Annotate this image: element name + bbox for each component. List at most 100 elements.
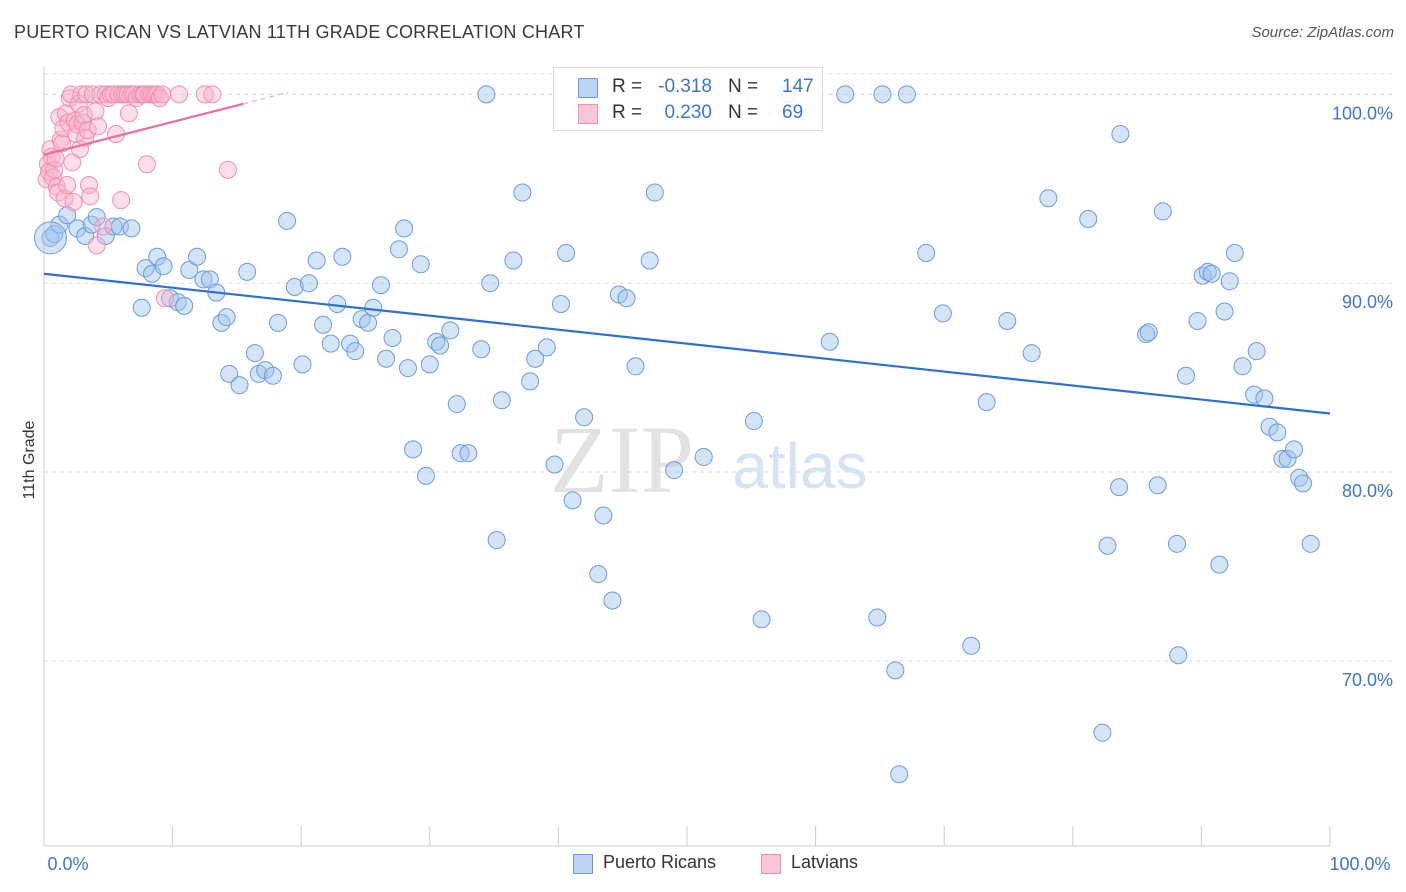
point-latvians [55,189,74,208]
point-puerto-ricans [594,506,613,525]
point-puerto-ricans [307,251,326,270]
watermark: ZIP atlas [550,406,868,513]
point-puerto-ricans [1188,311,1207,330]
point-latvians [135,85,154,104]
point-puerto-ricans [868,608,887,627]
point-latvians [67,124,86,143]
point-puerto-ricans [890,765,909,784]
point-puerto-ricans [1139,323,1158,342]
point-latvians [86,102,105,121]
point-puerto-ricans [526,349,545,368]
point-puerto-ricans [998,311,1017,330]
point-puerto-ricans [521,372,540,391]
point-puerto-ricans [217,308,236,327]
point-puerto-ricans [472,340,491,359]
point-puerto-ricans [477,85,496,104]
point-puerto-ricans [1215,302,1234,321]
point-latvians [119,104,138,123]
point-puerto-ricans [395,219,414,238]
point-puerto-ricans [1293,474,1312,493]
point-puerto-ricans [481,274,500,293]
point-puerto-ricans [238,262,257,281]
point-latvians [87,236,106,255]
point-puerto-ricans-large [33,221,67,255]
trend-line-puerto-ricans [43,272,1331,415]
point-puerto-ricans [977,393,996,412]
point-puerto-ricans [1245,385,1264,404]
point-puerto-ricans [87,208,106,227]
point-puerto-ricans [1176,366,1195,385]
point-puerto-ricans [333,247,352,266]
point-puerto-ricans [1111,124,1130,143]
point-puerto-ricans [278,211,297,230]
point-latvians [89,117,108,136]
point-latvians [112,191,131,210]
point-puerto-ricans [537,338,556,357]
point-puerto-ricans [1093,723,1112,742]
point-puerto-ricans [411,255,430,274]
point-puerto-ricans [148,247,167,266]
legend-n-value: 147 [782,76,814,97]
point-latvians [218,160,237,179]
point-puerto-ricans [459,444,478,463]
point-puerto-ricans [1278,449,1297,468]
point-puerto-ricans [563,491,582,510]
point-puerto-ricans [752,610,771,629]
point-puerto-ricans [589,565,608,584]
point-puerto-ricans [1169,646,1188,665]
point-puerto-ricans [1098,536,1117,555]
axes [43,66,1331,847]
point-latvians [81,187,100,206]
point-puerto-ricans [404,440,423,459]
point-puerto-ricans [132,298,151,317]
legend-swatch-puerto-ricans [578,78,598,98]
point-puerto-ricans [364,298,383,317]
point-puerto-ricans [299,274,318,293]
point-puerto-ricans [230,376,249,395]
point-puerto-ricans [1148,476,1167,495]
point-puerto-ricans [551,294,570,313]
bottom-legend-label-latvians: Latvians [791,852,859,872]
point-puerto-ricans [1233,357,1252,376]
legend-n-value: 69 [782,102,804,123]
point-puerto-ricans [383,328,402,347]
point-puerto-ricans [917,243,936,262]
point-puerto-ricans [933,304,952,323]
point-puerto-ricans [245,344,264,363]
point-puerto-ricans [694,447,713,466]
point-latvians [62,85,81,104]
point-puerto-ricans [451,444,470,463]
point-puerto-ricans [575,408,594,427]
point-puerto-ricans [200,270,219,289]
point-puerto-ricans [626,357,645,376]
bottom-legend-swatch-latvians [761,854,781,874]
bottom-legend-label-puerto-ricans: Puerto Ricans [603,852,717,872]
point-latvians [203,85,222,104]
point-puerto-ricans [346,342,365,361]
point-puerto-ricans [744,412,763,431]
point-puerto-ricans [321,334,340,353]
point-puerto-ricans [504,251,523,270]
point-puerto-ricans [640,251,659,270]
legend-r-value: -0.318 [658,76,712,97]
point-puerto-ricans [285,277,304,296]
point-puerto-ricans [389,240,408,259]
point-puerto-ricans [897,85,916,104]
tick-labels: 100.0% 90.0% 80.0% 70.0% 0.0% 100.0% [47,103,1393,874]
point-puerto-ricans [1301,534,1320,553]
watermark-atlas: atlas [732,430,867,502]
point-puerto-ricans [665,461,684,480]
point-puerto-ricans [1247,342,1266,361]
point-puerto-ricans [1039,189,1058,208]
point-puerto-ricans [1202,264,1221,283]
legend-n-label: N = [728,102,759,123]
point-latvians [153,85,172,104]
point-puerto-ricans [1225,243,1244,262]
point-puerto-ricans [122,219,141,238]
point-puerto-ricans [836,85,855,104]
x-tick-label-max: 100.0% [1329,854,1390,874]
legend-r-value: 0.230 [664,102,712,123]
point-puerto-ricans [1110,478,1129,497]
point-puerto-ricans [377,349,396,368]
